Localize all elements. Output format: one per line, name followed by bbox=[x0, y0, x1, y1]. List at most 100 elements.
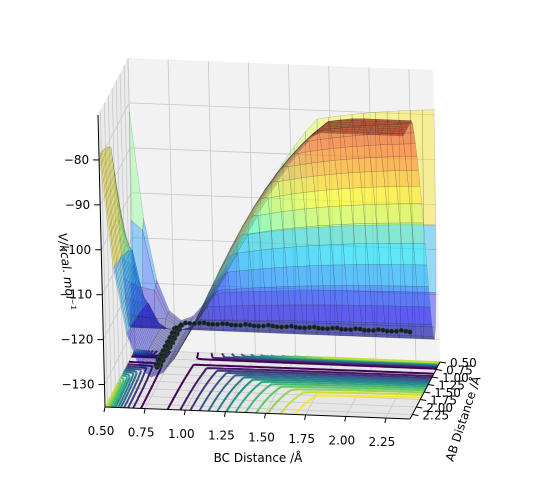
surface-patch bbox=[142, 218, 158, 286]
surface-patch bbox=[269, 167, 283, 185]
trajectory-point bbox=[315, 325, 321, 331]
surface-patch bbox=[248, 199, 261, 220]
surface-patch bbox=[351, 112, 366, 226]
surface-patch bbox=[264, 172, 278, 190]
surface-patch bbox=[175, 335, 188, 358]
z-tick-label: −80 bbox=[64, 153, 89, 167]
surface-patch bbox=[377, 243, 392, 265]
grid-line bbox=[100, 110, 413, 415]
y-axis-line bbox=[409, 361, 441, 420]
surface-patch bbox=[154, 285, 169, 317]
surface-patch bbox=[286, 152, 301, 168]
z-tick-label: −110 bbox=[59, 288, 92, 302]
surface-patch bbox=[376, 224, 390, 292]
surface-patch bbox=[271, 166, 286, 183]
surface-patch bbox=[101, 150, 118, 266]
surface-patch bbox=[241, 206, 254, 229]
surface-patch bbox=[196, 305, 210, 322]
surface-patch bbox=[222, 253, 236, 275]
surface-patch bbox=[136, 314, 152, 349]
x-axis-ticks: 0.50 0.75 1.00 1.25 1.50 1.75 2.00 2.25 bbox=[88, 406, 395, 449]
x-tick-label: 1.75 bbox=[288, 432, 315, 446]
trajectory-point bbox=[279, 324, 285, 330]
surface-patch bbox=[366, 243, 381, 265]
surface-patch bbox=[210, 328, 224, 332]
surface-patch bbox=[201, 285, 214, 311]
surface-patch bbox=[362, 333, 377, 338]
surface-patch bbox=[214, 259, 228, 284]
surface-patch bbox=[206, 277, 220, 302]
surface-patch bbox=[120, 238, 135, 268]
surface-patch bbox=[129, 325, 145, 361]
trajectory-points bbox=[153, 320, 413, 370]
surface-patch bbox=[388, 123, 403, 134]
surface-patch bbox=[255, 197, 269, 216]
surface-patch bbox=[409, 335, 424, 340]
surface-patch bbox=[243, 215, 258, 235]
y-tick bbox=[432, 376, 439, 379]
surface-patch bbox=[346, 158, 361, 174]
surface-patch bbox=[138, 364, 153, 378]
surface-patch bbox=[242, 215, 256, 236]
surface-patch bbox=[106, 146, 123, 258]
surface-patch bbox=[316, 206, 330, 227]
surface-patch bbox=[321, 264, 336, 286]
surface-patch bbox=[102, 149, 119, 264]
surface-patch bbox=[182, 323, 195, 345]
trajectory-point bbox=[338, 326, 344, 332]
surface-patch bbox=[353, 125, 368, 136]
surface-patch bbox=[207, 269, 221, 295]
surface-patch bbox=[140, 362, 154, 376]
trajectory-point bbox=[366, 327, 372, 333]
surface-patch bbox=[337, 122, 351, 126]
surface-patch bbox=[392, 130, 406, 135]
surface-patch bbox=[285, 152, 299, 167]
surface-patch bbox=[374, 119, 389, 123]
y-tick bbox=[435, 369, 443, 371]
surface-patch bbox=[394, 170, 409, 187]
surface-patch bbox=[386, 334, 400, 339]
surface-patch bbox=[372, 123, 386, 127]
surface-patch bbox=[278, 155, 292, 172]
surface-patch bbox=[267, 195, 282, 214]
surface-patch bbox=[167, 348, 181, 365]
surface-patch bbox=[120, 256, 136, 323]
surface-patch bbox=[345, 129, 359, 133]
surface-patch bbox=[369, 156, 384, 172]
surface-patch bbox=[279, 193, 294, 213]
surface-patch bbox=[421, 335, 435, 340]
contour-line bbox=[128, 350, 437, 410]
surface-patch bbox=[127, 329, 142, 366]
surface-patch bbox=[352, 223, 367, 245]
surface-patch bbox=[242, 205, 256, 227]
trajectory-point bbox=[302, 325, 308, 331]
surface-patch bbox=[294, 290, 308, 324]
x-tick bbox=[103, 406, 106, 413]
surface-patch bbox=[364, 224, 378, 292]
x-tick-label: 0.50 bbox=[88, 424, 115, 438]
surface-patch bbox=[318, 128, 333, 140]
surface-patch bbox=[400, 224, 413, 293]
surface-patch bbox=[224, 252, 238, 293]
surface-patch bbox=[245, 329, 260, 333]
surface-patch bbox=[323, 160, 337, 176]
surface-patch bbox=[190, 307, 204, 322]
surface-patch bbox=[162, 356, 176, 374]
trajectory-point bbox=[393, 328, 399, 334]
surface-patch bbox=[272, 247, 287, 269]
surface-patch bbox=[285, 266, 300, 287]
surface-patch bbox=[236, 233, 249, 293]
surface-patch bbox=[376, 222, 391, 244]
surface-patch bbox=[115, 262, 131, 331]
surface-patch bbox=[406, 170, 421, 187]
surface-patch bbox=[105, 147, 122, 259]
trajectory-point bbox=[384, 328, 390, 334]
surface-patch bbox=[213, 272, 228, 294]
surface-patch bbox=[318, 226, 331, 291]
surface-patch bbox=[315, 121, 329, 132]
surface-patch bbox=[387, 222, 402, 244]
surface-patch bbox=[125, 297, 139, 317]
surface-patch bbox=[232, 233, 246, 256]
surface-patch bbox=[418, 306, 433, 325]
surface-patch bbox=[186, 313, 200, 338]
